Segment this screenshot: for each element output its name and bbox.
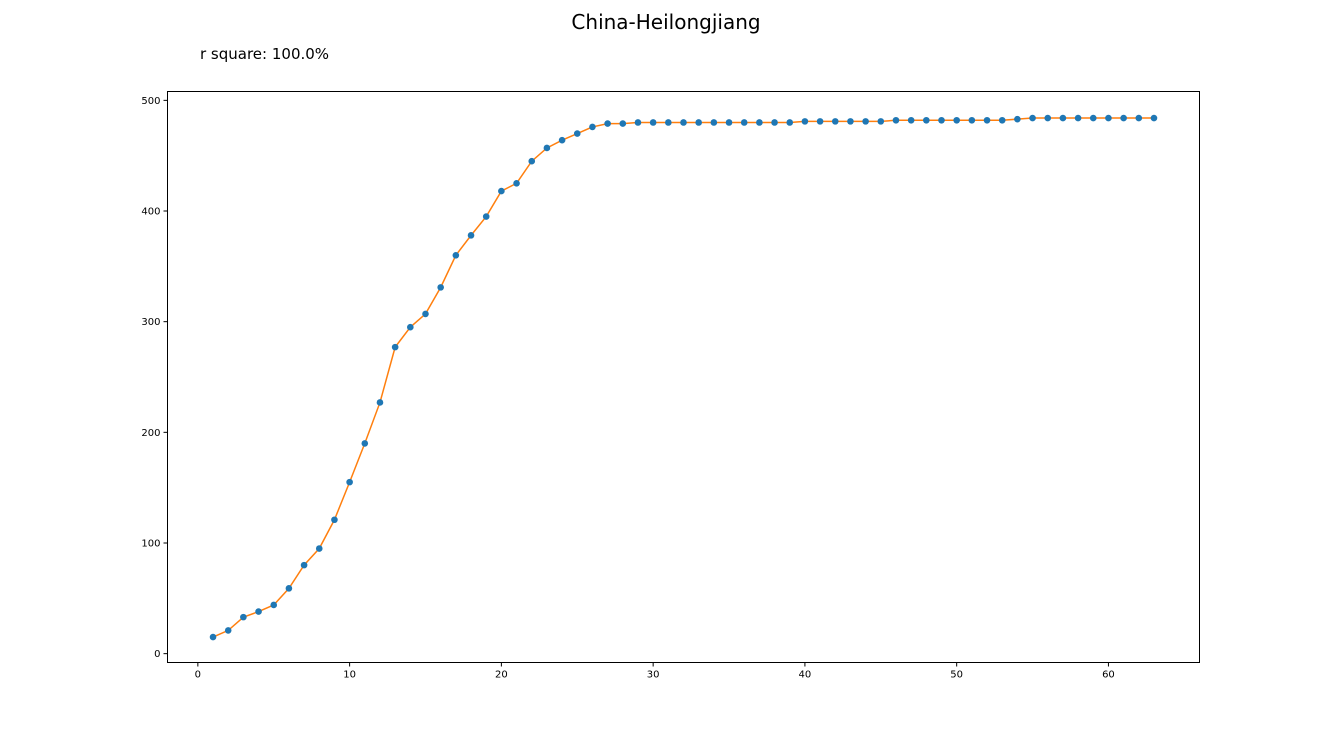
data-point <box>831 118 839 125</box>
data-point <box>710 119 718 126</box>
y-tick-label: 400 <box>141 207 160 218</box>
y-tick-label: 500 <box>141 96 160 107</box>
data-point <box>224 627 232 634</box>
x-tick-label: 10 <box>343 670 356 681</box>
data-point <box>209 633 217 641</box>
data-point <box>1059 114 1067 122</box>
data-point <box>1105 114 1112 122</box>
y-tick-label: 100 <box>141 538 160 549</box>
x-axis: 0 10 20 30 40 50 60 <box>195 662 1115 681</box>
data-point <box>361 440 369 447</box>
data-point <box>437 284 444 291</box>
data-point <box>695 119 702 126</box>
data-points-layer <box>209 114 1158 641</box>
data-point <box>346 478 353 486</box>
data-point <box>1044 114 1052 122</box>
data-point <box>270 601 278 609</box>
data-point <box>786 119 794 126</box>
data-point <box>634 119 642 126</box>
data-point <box>816 118 824 125</box>
x-tick-label: 60 <box>1102 670 1115 681</box>
data-point <box>983 116 991 124</box>
data-point <box>331 516 338 524</box>
data-point <box>771 119 778 126</box>
data-point <box>513 180 520 187</box>
data-point <box>1135 114 1143 122</box>
data-point <box>1150 114 1158 122</box>
data-point <box>240 613 247 621</box>
data-point <box>528 157 536 165</box>
data-point <box>407 323 414 331</box>
data-point <box>467 232 475 239</box>
data-point <box>907 116 915 124</box>
data-point <box>801 118 809 125</box>
x-tick-label: 50 <box>950 670 963 681</box>
data-point <box>953 116 960 124</box>
chart-title: China-Heilongjiang <box>571 10 761 34</box>
data-point <box>1120 114 1127 122</box>
data-point <box>589 123 596 131</box>
data-point <box>847 118 854 125</box>
data-point <box>498 187 505 195</box>
data-point <box>452 251 460 259</box>
x-tick-label: 40 <box>799 670 812 681</box>
data-point <box>877 118 885 125</box>
x-tick-label: 0 <box>195 670 201 681</box>
data-point <box>938 116 945 124</box>
data-point <box>998 116 1006 124</box>
x-tick-label: 20 <box>495 670 508 681</box>
data-point <box>756 119 763 126</box>
data-point <box>680 119 687 126</box>
data-point <box>300 561 308 569</box>
data-point <box>422 310 429 318</box>
data-point <box>968 116 976 124</box>
data-point <box>665 119 672 126</box>
data-point <box>391 343 399 351</box>
fit-line <box>212 117 1154 638</box>
data-point <box>376 399 384 406</box>
y-axis: 0 100 200 300 400 500 <box>141 96 168 660</box>
data-point <box>482 213 490 220</box>
data-point <box>892 116 900 124</box>
y-tick-label: 200 <box>141 428 160 439</box>
r-square-annotation: r square: 100.0% <box>200 45 330 63</box>
data-point <box>558 136 566 144</box>
axes-frame <box>167 91 1200 663</box>
y-tick-label: 0 <box>154 649 160 660</box>
data-point <box>725 119 733 126</box>
x-tick-label: 30 <box>647 670 660 681</box>
data-point <box>315 545 323 552</box>
data-point <box>1089 114 1097 122</box>
data-point <box>649 119 657 126</box>
data-point <box>1014 115 1021 123</box>
data-point <box>619 120 627 127</box>
data-point <box>543 144 551 152</box>
data-point <box>1074 114 1082 122</box>
data-point <box>862 118 869 125</box>
data-point <box>923 116 930 124</box>
data-point <box>1029 114 1036 122</box>
fit-line-layer <box>212 117 1154 638</box>
y-tick-label: 300 <box>141 317 160 328</box>
data-point <box>573 130 581 137</box>
data-point <box>604 120 611 127</box>
data-point <box>740 119 748 126</box>
data-point <box>285 585 293 592</box>
data-point <box>255 608 262 615</box>
